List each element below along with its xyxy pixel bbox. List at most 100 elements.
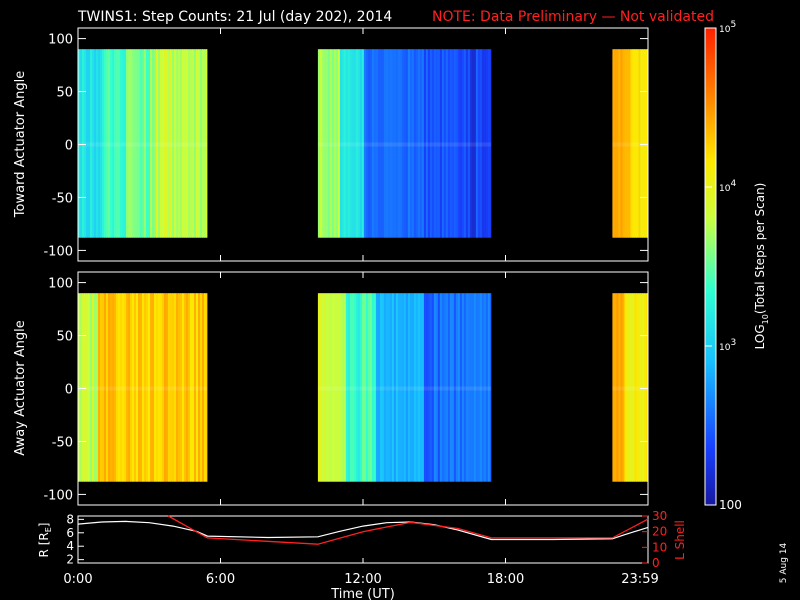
heatmap-column	[387, 49, 391, 238]
heatmap-column	[120, 49, 123, 238]
heatmap-column	[180, 293, 183, 482]
heatmap-column	[190, 49, 193, 238]
heatmap-column	[122, 49, 125, 238]
heatmap-column	[116, 293, 119, 482]
colorbar-tick-exp: 5	[730, 20, 736, 30]
heatmap-column	[407, 293, 411, 482]
radius-series-line	[77, 520, 649, 541]
heatmap-column	[381, 49, 385, 238]
heatmap-column	[421, 49, 425, 238]
heatmap-column	[363, 293, 367, 482]
heatmap-column	[154, 49, 157, 238]
heatmap-column	[389, 49, 393, 238]
heatmap-column	[347, 293, 351, 482]
heatmap-column	[369, 293, 373, 482]
heatmap-column	[423, 49, 427, 238]
heatmap-column	[333, 293, 337, 482]
heatmap-column	[106, 293, 109, 482]
heatmap-column	[622, 293, 625, 482]
heatmap-column	[174, 49, 177, 238]
zero-angle-band	[612, 142, 648, 147]
heatmap-column	[110, 49, 113, 238]
heatmap-column	[477, 49, 481, 238]
heatmap-column	[479, 49, 483, 238]
toward-y-axis: 100 50 0 -50 -100	[43, 28, 649, 261]
heatmap-column	[136, 49, 139, 238]
heatmap-column	[397, 293, 401, 482]
heatmap-column	[371, 49, 375, 238]
heatmap-column	[469, 293, 473, 482]
heatmap-column	[168, 293, 171, 482]
heatmap-column	[351, 49, 355, 238]
heatmap-column	[178, 49, 181, 238]
heatmap-column	[618, 49, 621, 238]
heatmap-column	[100, 293, 103, 482]
heatmap-column	[449, 49, 453, 238]
heatmap-column	[439, 293, 443, 482]
heatmap-column	[204, 293, 207, 482]
heatmap-column	[359, 49, 363, 238]
heatmap-column	[128, 293, 131, 482]
heatmap-column	[383, 293, 387, 482]
heatmap-column	[90, 49, 93, 238]
heatmap-column	[445, 293, 449, 482]
heatmap-column	[88, 49, 91, 238]
heatmap-column	[158, 293, 161, 482]
orbit-ylabel-left-text: R [R	[37, 532, 51, 557]
heatmap-column	[78, 49, 81, 238]
heatmap-column	[106, 49, 109, 238]
heatmap-column	[622, 49, 625, 238]
heatmap-column	[479, 293, 483, 482]
heatmap-column	[144, 293, 147, 482]
heatmap-column	[383, 49, 387, 238]
heatmap-column	[164, 293, 167, 482]
orbit-xlabel: Time (UT)	[330, 587, 395, 600]
heatmap-column	[419, 293, 423, 482]
heatmap-column	[365, 293, 369, 482]
heatmap-column	[395, 293, 399, 482]
heatmap-column	[80, 293, 83, 482]
heatmap-column	[158, 49, 161, 238]
heatmap-column	[90, 293, 93, 482]
heatmap-column	[612, 49, 615, 238]
toward-data-block	[78, 49, 208, 238]
heatmap-column	[465, 293, 469, 482]
heatmap-column	[192, 293, 195, 482]
heatmap-column	[447, 293, 451, 482]
away-data-block	[78, 293, 208, 482]
heatmap-column	[638, 49, 641, 238]
heatmap-column	[114, 293, 117, 482]
heatmap-column	[321, 49, 325, 238]
heatmap-column	[182, 49, 185, 238]
heatmap-column	[206, 49, 208, 238]
colorbar-tick-base: 10	[719, 184, 731, 194]
orbit-right-tick-label: 30	[652, 509, 667, 523]
y-tick-label: 0	[65, 139, 73, 154]
heatmap-column	[317, 49, 321, 238]
heatmap-column	[373, 49, 377, 238]
heatmap-column	[624, 293, 627, 482]
heatmap-column	[642, 293, 645, 482]
heatmap-column	[148, 293, 151, 482]
orbit-right-tick-label: 10	[652, 540, 667, 554]
heatmap-column	[477, 293, 481, 482]
heatmap-column	[417, 49, 421, 238]
heatmap-column	[78, 293, 81, 482]
heatmap-column	[411, 293, 415, 482]
toward-panel: 100 50 0 -50 -100 Toward Actuator Angle	[13, 27, 649, 262]
heatmap-column	[489, 49, 492, 238]
heatmap-column	[98, 293, 101, 482]
heatmap-column	[138, 49, 141, 238]
heatmap-column	[176, 293, 179, 482]
heatmap-column	[160, 293, 163, 482]
heatmap-column	[431, 49, 435, 238]
heatmap-column	[377, 49, 381, 238]
heatmap-column	[640, 293, 643, 482]
heatmap-column	[626, 293, 629, 482]
heatmap-column	[640, 49, 643, 238]
heatmap-column	[132, 49, 135, 238]
heatmap-column	[467, 293, 471, 482]
heatmap-column	[357, 49, 361, 238]
heatmap-column	[188, 49, 191, 238]
